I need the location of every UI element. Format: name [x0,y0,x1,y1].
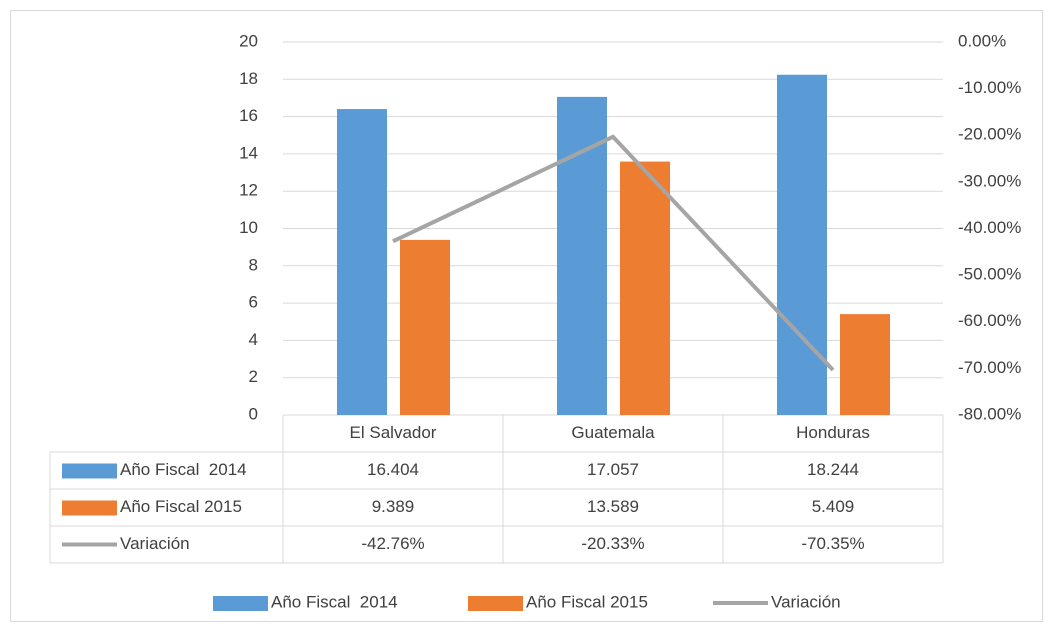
table-cell: 9.389 [372,497,415,516]
legend-label: Año Fiscal 2015 [526,592,648,611]
y-tick-label: 4 [249,330,258,349]
y2-tick-label: -40.00% [958,218,1021,237]
table-cell: -20.33% [581,534,644,553]
table-cell: 16.404 [367,460,419,479]
bar [840,314,890,415]
table-series-name: Variación [120,534,190,553]
table-series-name: Año Fiscal 2014 [120,460,247,479]
x-tick-label: El Salvador [350,423,437,442]
y-tick-label: 18 [239,69,258,88]
y-tick-label: 20 [239,31,258,50]
y2-tick-label: -30.00% [958,171,1021,190]
table-legend-key [62,463,117,479]
y-tick-label: 0 [249,404,258,423]
y2-tick-label: -20.00% [958,125,1021,144]
y-tick-label: 14 [239,143,258,162]
bar [777,74,827,416]
table-cell: -70.35% [801,534,864,553]
table-cell: -42.76% [361,534,424,553]
table-legend-key [62,500,117,516]
y2-tick-label: -10.00% [958,78,1021,97]
table-cell: 13.589 [587,497,639,516]
x-tick-label: Guatemala [571,423,655,442]
y2-tick-label: 0.00% [958,31,1006,50]
y2-tick-label: -50.00% [958,265,1021,284]
legend-key [468,596,523,611]
legend-label: Variación [771,592,841,611]
y-tick-label: 8 [249,255,258,274]
bar [400,239,450,415]
legend-key [213,596,268,611]
y2-tick-label: -70.00% [958,358,1021,377]
y-tick-label: 6 [249,293,258,312]
table-series-name: Año Fiscal 2015 [120,497,242,516]
y-tick-label: 16 [239,106,258,125]
y-tick-label: 2 [249,367,258,386]
bar [337,109,387,415]
table-cell: 17.057 [587,460,639,479]
line-series [392,134,835,372]
legend-label: Año Fiscal 2014 [271,592,398,611]
table-cell: 18.244 [807,460,859,479]
y-tick-label: 12 [239,181,258,200]
bar [620,161,670,415]
y2-tick-label: -60.00% [958,311,1021,330]
table-cell: 5.409 [812,497,855,516]
y2-tick-label: -80.00% [958,404,1021,423]
x-tick-label: Honduras [796,423,870,442]
y-tick-label: 10 [239,218,258,237]
